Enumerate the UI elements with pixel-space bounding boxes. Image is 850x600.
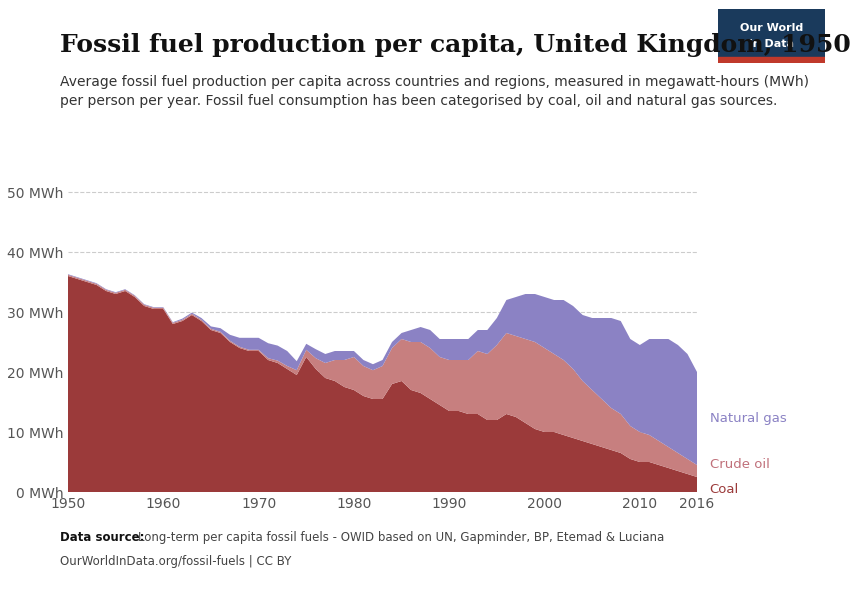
Text: Long-term per capita fossil fuels - OWID based on UN, Gapminder, BP, Etemad & Lu: Long-term per capita fossil fuels - OWID…: [138, 531, 664, 544]
Bar: [718, 56, 824, 63]
Text: in Data: in Data: [749, 39, 794, 49]
Text: OurWorldInData.org/fossil-fuels | CC BY: OurWorldInData.org/fossil-fuels | CC BY: [60, 555, 291, 568]
Text: Data source:: Data source:: [60, 531, 148, 544]
Text: Our World: Our World: [740, 23, 803, 33]
Text: Fossil fuel production per capita, United Kingdom, 1950 to 2016: Fossil fuel production per capita, Unite…: [60, 33, 850, 57]
Text: Natural gas: Natural gas: [710, 412, 786, 425]
Text: Crude oil: Crude oil: [710, 458, 769, 472]
Text: Coal: Coal: [710, 483, 739, 496]
Text: Average fossil fuel production per capita across countries and regions, measured: Average fossil fuel production per capit…: [60, 75, 808, 109]
